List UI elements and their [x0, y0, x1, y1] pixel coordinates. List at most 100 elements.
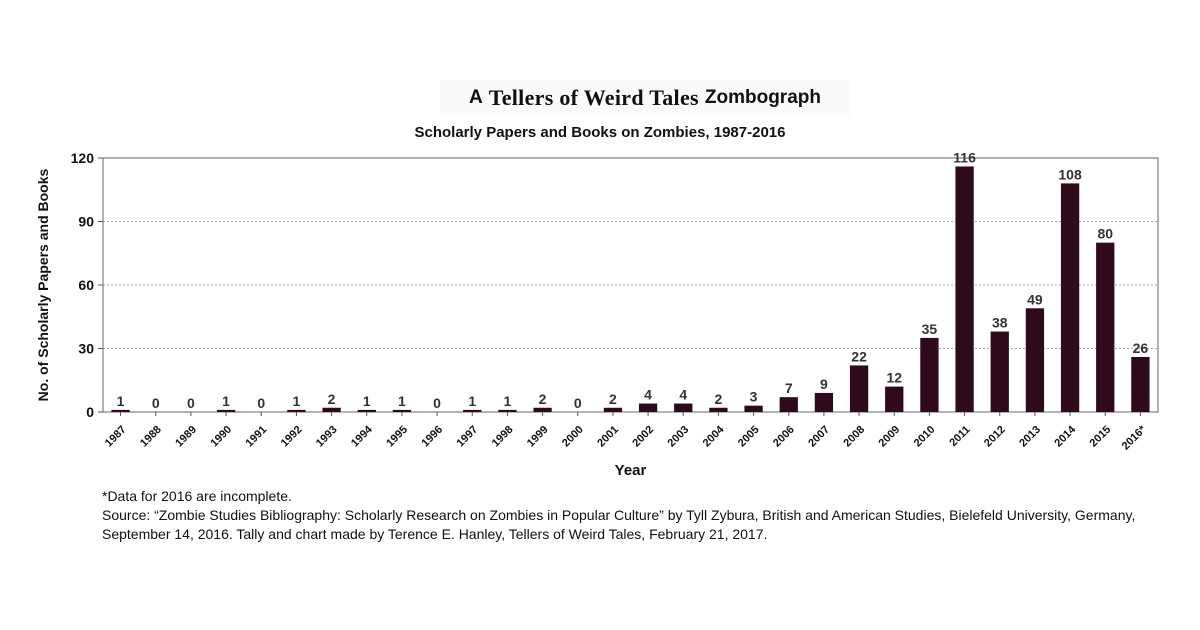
bar	[287, 409, 306, 412]
chart-title: Scholarly Papers and Books on Zombies, 1…	[414, 124, 786, 141]
bar	[955, 166, 974, 412]
x-tick-label: 2001	[595, 424, 621, 450]
bar	[709, 407, 728, 412]
bar	[1025, 308, 1045, 412]
x-tick-label: 2007	[806, 424, 832, 450]
x-tick-label: 1997	[455, 424, 481, 450]
bar	[674, 403, 693, 412]
bar-value-label: 22	[851, 348, 867, 364]
bar	[392, 409, 412, 412]
x-tick-label: 2014	[1052, 423, 1078, 449]
footnote-incomplete: *Data for 2016 are incomplete.	[102, 488, 292, 504]
x-tick-label: 2008	[841, 424, 867, 450]
x-tick-label: 2011	[947, 424, 972, 449]
y-tick-label: 0	[86, 404, 94, 420]
bar-value-label: 1	[117, 393, 125, 409]
bar-value-label: 49	[1027, 291, 1043, 307]
bar-value-label: 0	[257, 395, 265, 411]
bar	[533, 407, 552, 412]
bar-value-label: 1	[468, 393, 476, 409]
bar-value-label: 12	[886, 370, 902, 386]
x-tick-label: 1991	[244, 424, 270, 450]
bar-value-label: 4	[679, 387, 687, 403]
bar	[744, 405, 763, 412]
x-tick-label: 2004	[701, 423, 727, 449]
x-tick-label: 1995	[384, 424, 410, 450]
bar	[779, 397, 798, 412]
bar-value-label: 1	[504, 393, 512, 409]
bar	[990, 331, 1009, 412]
bar-value-label: 1	[398, 393, 406, 409]
bar-value-label: 7	[785, 380, 793, 396]
x-tick-label: 2000	[560, 424, 586, 450]
bar-value-label: 116	[953, 149, 976, 165]
header-prefix: A	[469, 87, 483, 108]
bar	[216, 409, 236, 412]
x-tick-label: 2016*	[1120, 423, 1149, 452]
bar-value-label: 9	[820, 376, 828, 392]
bar	[849, 365, 869, 412]
bar	[885, 386, 904, 412]
x-tick-label: 1994	[349, 423, 375, 449]
y-tick-label: 120	[71, 150, 95, 166]
bar	[463, 409, 482, 412]
bar-value-label: 1	[363, 393, 371, 409]
bar	[1096, 242, 1115, 412]
y-tick-label: 60	[78, 277, 94, 293]
bar	[111, 409, 130, 412]
bar-value-label: 1	[293, 393, 301, 409]
bar-value-label: 80	[1097, 226, 1113, 242]
bar-value-label: 0	[433, 395, 441, 411]
x-tick-label: 1987	[103, 424, 129, 450]
bar-value-label: 38	[992, 315, 1008, 331]
bar-value-label: 108	[1058, 166, 1082, 182]
bar-value-label: 2	[539, 391, 547, 407]
x-tick-label: 1992	[279, 424, 305, 450]
header-brand: Tellers of Weird Tales	[488, 85, 699, 110]
x-tick-label: 1999	[525, 424, 551, 450]
x-tick-label: 2009	[877, 424, 903, 450]
bar	[920, 337, 939, 412]
x-tick-label: 2015	[1088, 424, 1114, 450]
x-tick-label: 2013	[1017, 424, 1043, 450]
bar-value-label: 2	[609, 391, 617, 407]
bar-value-label: 35	[922, 321, 938, 337]
x-tick-label: 1990	[208, 424, 234, 450]
header-suffix: Zombograph	[704, 87, 821, 108]
bar-value-label: 2	[715, 391, 723, 407]
bar-value-label: 4	[644, 387, 652, 403]
x-tick-label: 2012	[982, 424, 1008, 450]
bar	[498, 409, 517, 412]
bar-value-label: 26	[1133, 340, 1149, 356]
bar	[1131, 356, 1150, 412]
x-tick-label: 2002	[630, 424, 656, 450]
x-tick-label: 1996	[419, 424, 445, 450]
bar-value-label: 0	[187, 395, 195, 411]
x-axis-label: Year	[615, 462, 647, 479]
bar	[814, 392, 834, 412]
bar-value-label: 2	[328, 391, 336, 407]
bar-value-label: 0	[574, 395, 582, 411]
x-tick-label: 1998	[490, 424, 516, 450]
y-axis-label: No. of Scholarly Papers and Books	[35, 168, 51, 401]
bar	[638, 403, 658, 412]
chart-header: A Tellers of Weird Tales Zombograph	[440, 80, 850, 116]
bar	[1060, 183, 1080, 412]
y-tick-label: 30	[78, 341, 94, 357]
x-tick-label: 1989	[173, 424, 199, 450]
bar-value-label: 0	[152, 395, 160, 411]
x-tick-label: 2010	[912, 424, 938, 450]
x-tick-label: 2005	[736, 424, 762, 450]
footnote-source: Source: “Zombie Studies Bibliography: Sc…	[102, 507, 1136, 542]
x-tick-label: 1993	[314, 424, 340, 450]
x-tick-label: 1988	[138, 424, 164, 450]
plot-frame	[102, 157, 1159, 413]
bar	[603, 407, 623, 412]
bar	[322, 407, 341, 412]
bar-value-label: 3	[750, 389, 758, 405]
x-tick-label: 2006	[771, 424, 797, 450]
y-tick-label: 90	[78, 214, 94, 230]
footnotes: *Data for 2016 are incomplete. Source: “…	[102, 487, 1152, 544]
x-tick-label: 2003	[666, 424, 692, 450]
